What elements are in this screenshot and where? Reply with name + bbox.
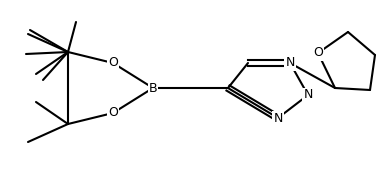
Text: N: N [303,89,313,101]
Text: N: N [273,112,283,124]
Text: B: B [149,81,157,95]
Text: O: O [108,56,118,70]
Text: N: N [285,56,295,70]
Text: O: O [108,106,118,120]
Text: O: O [313,47,323,60]
